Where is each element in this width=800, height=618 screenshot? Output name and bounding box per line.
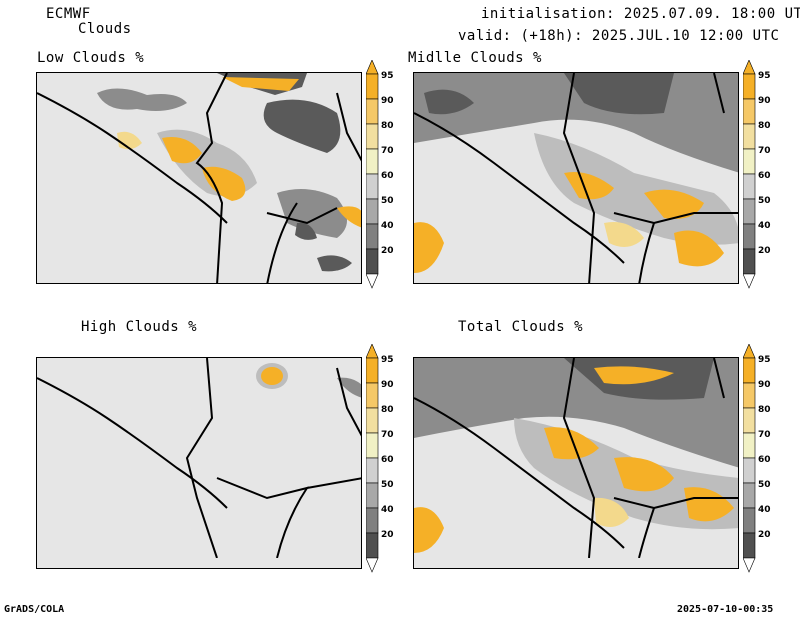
colorbar-cap-top <box>742 343 756 359</box>
colorbar-swatch <box>742 123 756 150</box>
colorbar-label: 50 <box>381 196 394 206</box>
colorbar-label: 40 <box>758 221 771 231</box>
high-clouds-map <box>36 357 362 569</box>
colorbar-label: 80 <box>381 121 394 131</box>
low-clouds-map <box>36 72 362 284</box>
colorbar-swatch <box>742 457 756 484</box>
colorbar-swatch <box>742 382 756 409</box>
colorbar-swatch <box>742 223 756 250</box>
colorbar-swatch <box>365 407 379 434</box>
colorbar-swatch <box>365 98 379 125</box>
colorbar-cap-bottom <box>742 273 756 289</box>
colorbar-middle: 95 90 80 70 60 50 40 20 <box>742 59 783 300</box>
colorbar-label: 50 <box>381 480 394 490</box>
colorbar-label: 95 <box>758 355 771 365</box>
colorbar-label: 20 <box>381 246 394 256</box>
colorbar-cap-top <box>742 59 756 75</box>
footer-software: GrADS/COLA <box>4 604 65 615</box>
colorbar-label: 95 <box>758 71 771 81</box>
colorbar-cap-bottom <box>742 557 756 573</box>
colorbar-label: 90 <box>758 380 771 390</box>
colorbar-label: 80 <box>381 405 394 415</box>
colorbar-label: 90 <box>381 96 394 106</box>
colorbar-swatch <box>742 532 756 559</box>
colorbar-label: 70 <box>381 430 394 440</box>
colorbar-label: 90 <box>758 96 771 106</box>
colorbar-swatch <box>365 248 379 275</box>
colorbar-swatch <box>742 98 756 125</box>
low-clouds-title: Low Clouds % <box>37 50 145 66</box>
colorbar-label: 50 <box>758 196 771 206</box>
colorbar-swatch <box>365 123 379 150</box>
high-clouds-title: High Clouds % <box>81 319 198 335</box>
colorbar-swatch <box>742 198 756 225</box>
middle-clouds-title: Midlle Clouds % <box>408 50 542 66</box>
colorbar-swatch <box>742 73 756 100</box>
colorbar-total: 95 90 80 70 60 50 40 20 <box>742 343 783 584</box>
cloud-field <box>256 363 361 398</box>
colorbar-swatch <box>365 482 379 509</box>
colorbar-label: 70 <box>381 146 394 156</box>
colorbar-label: 20 <box>381 530 394 540</box>
total-clouds-map <box>413 357 739 569</box>
colorbar-label: 60 <box>381 171 394 181</box>
colorbar-label: 70 <box>758 146 771 156</box>
colorbar-swatch <box>365 382 379 409</box>
cloud-field <box>414 358 738 553</box>
cloud-field <box>97 73 361 272</box>
colorbar-label: 95 <box>381 71 394 81</box>
borders <box>414 358 738 558</box>
colorbar-cap-bottom <box>365 557 379 573</box>
colorbar-cap-top <box>365 343 379 359</box>
colorbar-swatch <box>742 507 756 534</box>
colorbar-swatch <box>742 148 756 175</box>
colorbar-label: 80 <box>758 405 771 415</box>
colorbar-label: 60 <box>758 455 771 465</box>
valid-time: valid: (+18h): 2025.JUL.10 12:00 UTC <box>458 28 780 44</box>
colorbar-label: 60 <box>381 455 394 465</box>
borders <box>414 73 738 283</box>
colorbar-low: 95 90 80 70 60 50 40 20 <box>365 59 406 300</box>
colorbar-swatch <box>742 407 756 434</box>
borders <box>37 73 361 283</box>
colorbar-swatch <box>365 223 379 250</box>
colorbar-label: 20 <box>758 246 771 256</box>
colorbar-swatch <box>742 173 756 200</box>
colorbar-label: 40 <box>758 505 771 515</box>
colorbar-swatch <box>365 173 379 200</box>
colorbar-swatch <box>365 532 379 559</box>
colorbar-swatch <box>742 248 756 275</box>
product-label: Clouds <box>78 21 132 37</box>
model-label: ECMWF <box>46 6 91 22</box>
colorbar-swatch <box>365 432 379 459</box>
colorbar-swatch <box>742 432 756 459</box>
colorbar-label: 80 <box>758 121 771 131</box>
colorbar-swatch <box>365 198 379 225</box>
borders <box>37 358 361 558</box>
colorbar-cap-top <box>365 59 379 75</box>
footer-timestamp: 2025-07-10-00:35 <box>677 604 774 615</box>
cloud-field <box>414 73 738 273</box>
colorbar-label: 90 <box>381 380 394 390</box>
colorbar-high: 95 90 80 70 60 50 40 20 <box>365 343 406 584</box>
colorbar-swatch <box>365 507 379 534</box>
colorbar-label: 70 <box>758 430 771 440</box>
colorbar-label: 40 <box>381 221 394 231</box>
colorbar-swatch <box>365 148 379 175</box>
colorbar-swatch <box>365 357 379 384</box>
colorbar-label: 40 <box>381 505 394 515</box>
colorbar-swatch <box>742 357 756 384</box>
colorbar-swatch <box>742 482 756 509</box>
init-time: initialisation: 2025.07.09. 18:00 UTC <box>481 6 800 22</box>
colorbar-cap-bottom <box>365 273 379 289</box>
colorbar-label: 95 <box>381 355 394 365</box>
colorbar-label: 50 <box>758 480 771 490</box>
middle-clouds-map <box>413 72 739 284</box>
colorbar-label: 60 <box>758 171 771 181</box>
total-clouds-title: Total Clouds % <box>458 319 584 335</box>
colorbar-label: 20 <box>758 530 771 540</box>
colorbar-swatch <box>365 73 379 100</box>
colorbar-swatch <box>365 457 379 484</box>
